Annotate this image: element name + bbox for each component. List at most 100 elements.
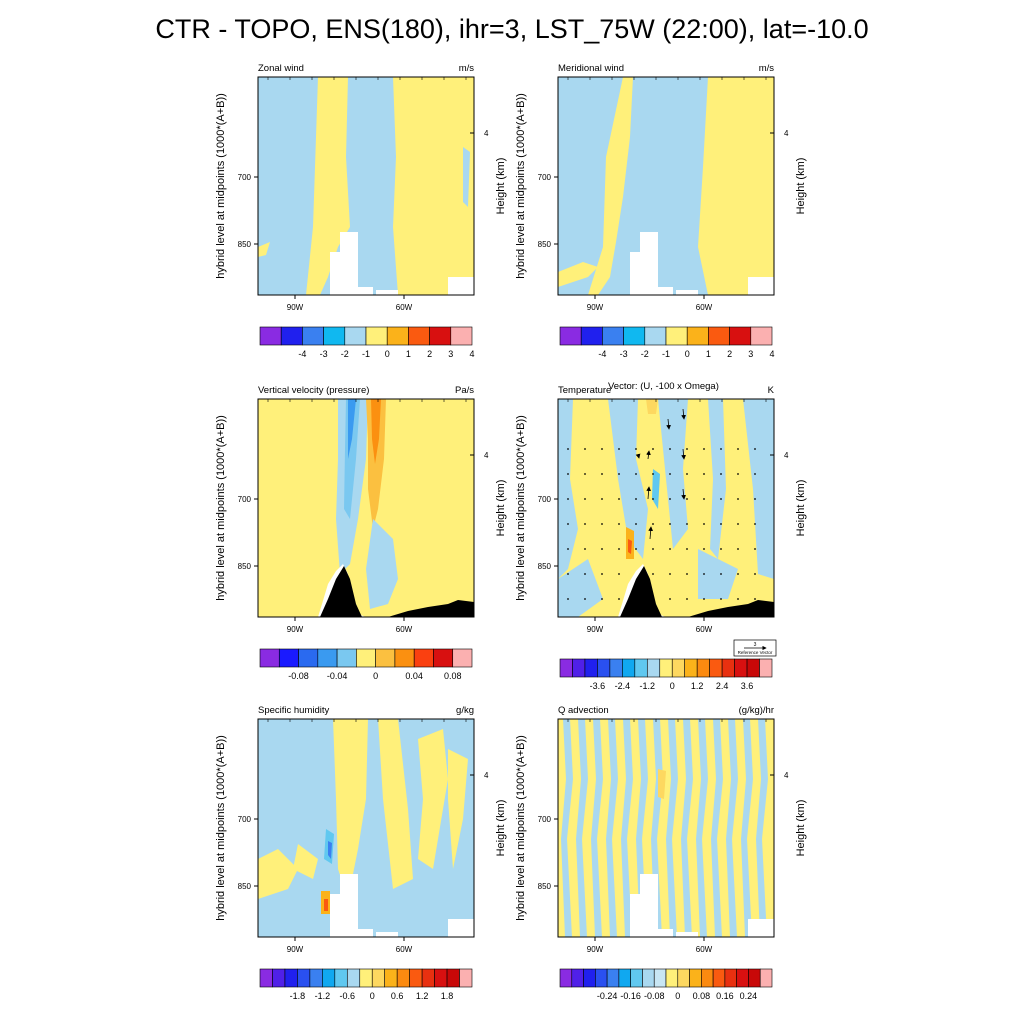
chart-panel: Specific humidity g/kg 700 850 4 90W 60W hybrid… <box>215 705 507 1001</box>
vector-point <box>635 448 637 450</box>
field-shading <box>698 549 738 599</box>
vector-point <box>584 548 586 550</box>
wind-vector-arrow <box>646 450 651 460</box>
panel-title: Meridional wind <box>558 63 624 74</box>
colorbar-swatch <box>712 968 726 988</box>
colorbar-swatch <box>634 658 648 678</box>
colorbar-swatch <box>653 968 667 988</box>
x-tick-label: 90W <box>287 303 304 312</box>
y-axis-right-label: Height (km) <box>495 800 507 857</box>
plot-content <box>558 399 774 617</box>
vector-point <box>720 598 722 600</box>
vector-point <box>720 448 722 450</box>
vector-point <box>601 498 603 500</box>
vector-point <box>652 548 654 550</box>
y-axis-right-label: Height (km) <box>495 158 507 215</box>
topography-silhouette <box>688 600 774 617</box>
field-shading <box>558 262 598 287</box>
y-right-tick-label: 4 <box>784 451 789 460</box>
colorbar-label: 2 <box>427 349 432 359</box>
x-tick-label: 60W <box>396 625 413 634</box>
colorbar-swatch <box>317 648 338 668</box>
plot-frame <box>557 76 775 296</box>
colorbar-swatch <box>384 968 398 988</box>
plot-area: 700 850 4 90W 60W hybrid level at midpoints (… <box>215 76 507 312</box>
colorbar-label: 3 <box>748 349 753 359</box>
missing-data-region <box>448 277 474 295</box>
vector-point <box>584 473 586 475</box>
colorbar-label: 3.6 <box>741 681 754 691</box>
colorbar-swatch <box>701 968 714 988</box>
field-shading <box>666 719 678 937</box>
vector-point <box>635 548 637 550</box>
wind-vector-arrow <box>681 488 686 500</box>
colorbar-label: -1.2 <box>315 991 331 1001</box>
colorbar-swatch <box>572 658 586 678</box>
colorbar-swatch <box>421 968 435 988</box>
vector-point <box>703 523 705 525</box>
colorbar-label: 0 <box>373 671 378 681</box>
vector-point <box>720 498 722 500</box>
colorbar-swatch <box>750 326 773 346</box>
colorbar-swatch <box>721 658 735 678</box>
colorbar-swatch <box>298 648 319 668</box>
plot-content <box>558 719 774 937</box>
field-shading <box>698 77 774 295</box>
reference-vector-box: 3 Reference Vector <box>733 639 777 657</box>
vector-point <box>669 523 671 525</box>
field-shading <box>366 399 386 529</box>
missing-data-region <box>330 874 373 937</box>
field-shading <box>561 719 573 937</box>
colorbar-label: -4 <box>298 349 306 359</box>
colorbar-label: -2.4 <box>615 681 631 691</box>
colorbar-label: -0.6 <box>340 991 356 1001</box>
colorbar-swatch <box>386 326 409 346</box>
vector-point <box>584 498 586 500</box>
vector-point <box>754 448 756 450</box>
panel-units: (g/kg)/hr <box>739 705 774 716</box>
vector-point <box>686 498 688 500</box>
colorbar-swatch <box>729 326 752 346</box>
vector-point <box>686 573 688 575</box>
plot-area: 700 850 4 90W 60W hybrid level at midpoints (… <box>515 76 807 312</box>
colorbar-swatch <box>559 658 573 678</box>
colorbar-label: -2 <box>341 349 349 359</box>
vector-point <box>669 598 671 600</box>
plot-content <box>558 77 774 295</box>
missing-data-region <box>630 874 673 937</box>
colorbar-swatch <box>622 658 636 678</box>
vector-point <box>737 473 739 475</box>
topography-silhouette <box>320 566 362 617</box>
plot-frame <box>257 398 475 618</box>
vector-point <box>601 448 603 450</box>
panel-title: Temperature <box>558 385 611 396</box>
field-shading <box>348 399 356 459</box>
chart-panel: Meridional wind m/s 700 850 4 90W 60W hybrid le… <box>515 63 807 359</box>
field-shading <box>366 519 398 609</box>
vector-point <box>703 498 705 500</box>
field-shading <box>756 719 768 937</box>
vector-point <box>618 448 620 450</box>
colorbar-label: 1 <box>406 349 411 359</box>
colorbar-swatch <box>259 326 282 346</box>
colorbar-label: 1.2 <box>691 681 704 691</box>
colorbar-swatch <box>278 648 299 668</box>
y-axis-label: hybrid level at midpoints (1000*(A+B)) <box>515 415 527 601</box>
colorbar-swatch <box>284 968 298 988</box>
colorbar-swatch <box>272 968 286 988</box>
x-tick-label: 60W <box>396 945 413 954</box>
missing-data-region <box>676 932 698 937</box>
colorbar-swatch <box>609 658 623 678</box>
topography-silhouette <box>620 566 662 617</box>
colorbar-label: 4 <box>469 349 474 359</box>
colorbar-label: -0.04 <box>327 671 348 681</box>
plot-area: 700 850 4 90W 60W hybrid level at midpoints (… <box>215 718 507 954</box>
colorbar-swatch <box>597 658 611 678</box>
colorbar-label: 0.16 <box>716 991 734 1001</box>
field-shading <box>646 399 658 414</box>
vector-point <box>584 523 586 525</box>
colorbar: -0.08 -0.04 0 0.04 0.08 <box>259 648 473 681</box>
panel-units: K <box>768 385 775 396</box>
colorbar-label: 1 <box>706 349 711 359</box>
